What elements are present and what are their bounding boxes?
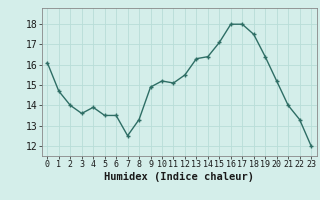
X-axis label: Humidex (Indice chaleur): Humidex (Indice chaleur) [104, 172, 254, 182]
